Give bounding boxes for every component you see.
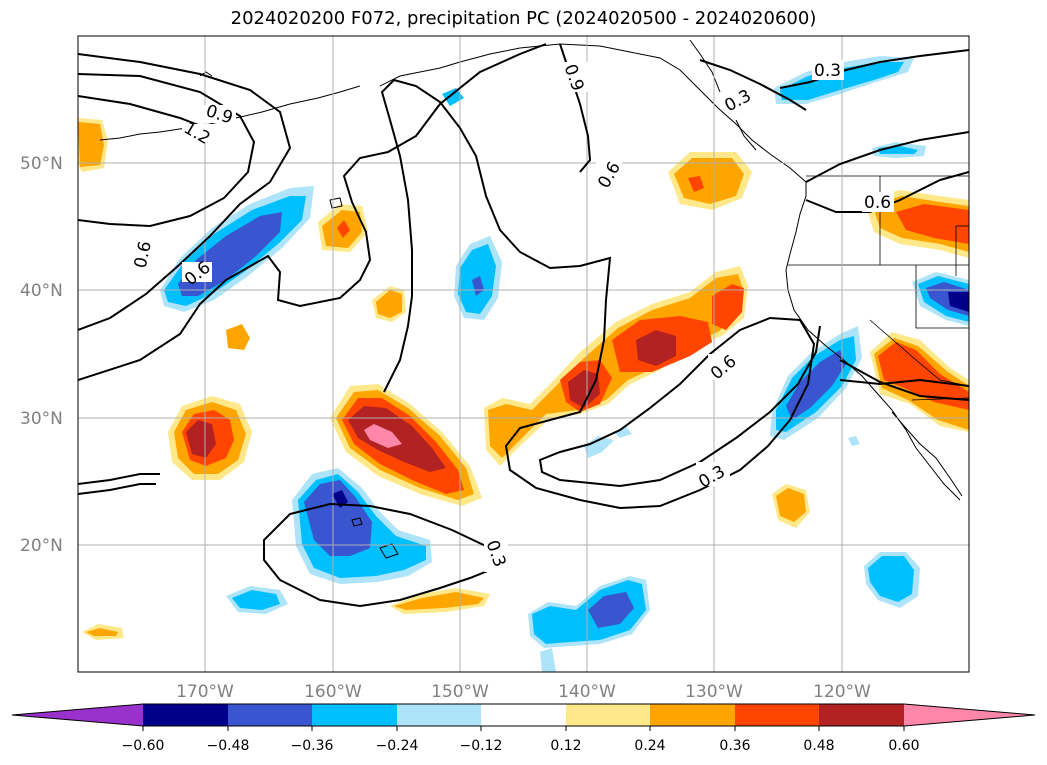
colorbar-segment xyxy=(312,704,397,726)
anomaly-region xyxy=(688,176,704,192)
anomaly-region xyxy=(948,292,969,312)
contour-label: 0.3 xyxy=(814,61,841,81)
lon-label: 140°W xyxy=(558,682,616,702)
colorbar: −0.60 −0.48 −0.36 −0.24 −0.12 0.12 0.24 … xyxy=(11,703,1036,754)
contour-line xyxy=(78,473,160,485)
contour-labels: 0.9 1.2 0.6 0.6 0.9 0.6 0.3 0.3 0.6 0.6 … xyxy=(131,60,894,572)
longitude-labels: 170°W 160°W 150°W 140°W 130°W 120°W xyxy=(176,682,871,702)
anomaly-region xyxy=(337,220,350,238)
colorbar-tick-label: −0.48 xyxy=(207,738,250,754)
colorbar-segment xyxy=(650,704,735,726)
anomaly-region xyxy=(304,480,372,556)
contour-line xyxy=(78,53,292,331)
colorbar-segment xyxy=(397,704,481,726)
lat-label: 20°N xyxy=(20,536,63,556)
contour-line xyxy=(839,378,969,387)
anomaly-region xyxy=(376,290,402,318)
colorbar-segment xyxy=(228,704,312,726)
colorbar-tick-label: 0.60 xyxy=(888,738,919,754)
colorbar-segment xyxy=(735,704,819,726)
contour-line xyxy=(78,483,156,495)
lon-label: 170°W xyxy=(176,682,234,702)
colorbar-segment xyxy=(481,704,566,726)
anomaly-region xyxy=(786,350,846,420)
anomaly-region xyxy=(568,370,600,408)
latitude-labels: 50°N 40°N 30°N 20°N xyxy=(20,154,63,556)
anomaly-region xyxy=(584,436,614,458)
contour-line xyxy=(380,78,821,510)
map-title: 2024020200 F072, precipitation PC (20240… xyxy=(230,8,817,29)
mean-contours xyxy=(78,43,969,608)
anomaly-region xyxy=(712,284,744,330)
lat-label: 50°N xyxy=(20,154,63,174)
anomaly-region xyxy=(472,276,484,296)
anomaly-region xyxy=(588,592,634,628)
anomaly-region xyxy=(776,488,806,522)
anomaly-region xyxy=(878,342,969,410)
anomaly-region xyxy=(78,122,104,167)
lat-label: 30°N xyxy=(20,409,63,429)
anomaly-region xyxy=(226,324,250,350)
colorbar-tick-label: 0.48 xyxy=(803,738,834,754)
anomaly-region xyxy=(86,628,118,636)
anomaly-region xyxy=(442,88,464,106)
anomaly-region xyxy=(896,204,969,244)
colorbar-segment xyxy=(143,704,228,726)
colorbar-segment xyxy=(566,704,650,726)
contour-line xyxy=(779,49,969,89)
positive-anomaly-regions xyxy=(78,118,969,640)
lat-label: 40°N xyxy=(20,281,63,301)
colorbar-tick-label: 0.24 xyxy=(634,738,665,754)
anomaly-region xyxy=(674,158,744,204)
anomaly-region xyxy=(636,330,676,366)
colorbar-tick-label: −0.12 xyxy=(460,738,503,754)
contour-line xyxy=(78,73,256,228)
colorbar-tick-label: −0.36 xyxy=(291,738,334,754)
colorbar-extend-high xyxy=(904,704,1035,726)
lon-label: 150°W xyxy=(431,682,489,702)
colorbar-segment xyxy=(819,704,904,726)
colorbar-tick-label: 0.36 xyxy=(719,738,750,754)
anomaly-region xyxy=(332,490,348,508)
lon-label: 130°W xyxy=(685,682,743,702)
anomaly-region xyxy=(364,424,402,448)
anomaly-region xyxy=(232,590,280,610)
lon-label: 120°W xyxy=(813,682,871,702)
lon-label: 160°W xyxy=(304,682,362,702)
contour-line xyxy=(839,359,969,401)
anomaly-region xyxy=(394,592,484,610)
contour-line xyxy=(78,95,207,129)
anomaly-region xyxy=(868,556,914,602)
colorbar-extend-low xyxy=(12,704,143,726)
map-frame xyxy=(77,35,970,673)
contour-line xyxy=(805,131,969,183)
anomaly-region xyxy=(614,426,632,438)
contour-line xyxy=(699,59,807,111)
anomaly-region xyxy=(848,436,860,446)
anomaly-region xyxy=(540,648,556,672)
contour-label: 0.6 xyxy=(864,193,891,213)
colorbar-tick-label: −0.60 xyxy=(122,738,165,754)
colorbar-tick-label: 0.12 xyxy=(550,738,581,754)
contour-line xyxy=(263,502,502,608)
anomaly-region xyxy=(186,420,216,458)
contour-line xyxy=(78,43,547,381)
colorbar-tick-label: −0.24 xyxy=(376,738,419,754)
